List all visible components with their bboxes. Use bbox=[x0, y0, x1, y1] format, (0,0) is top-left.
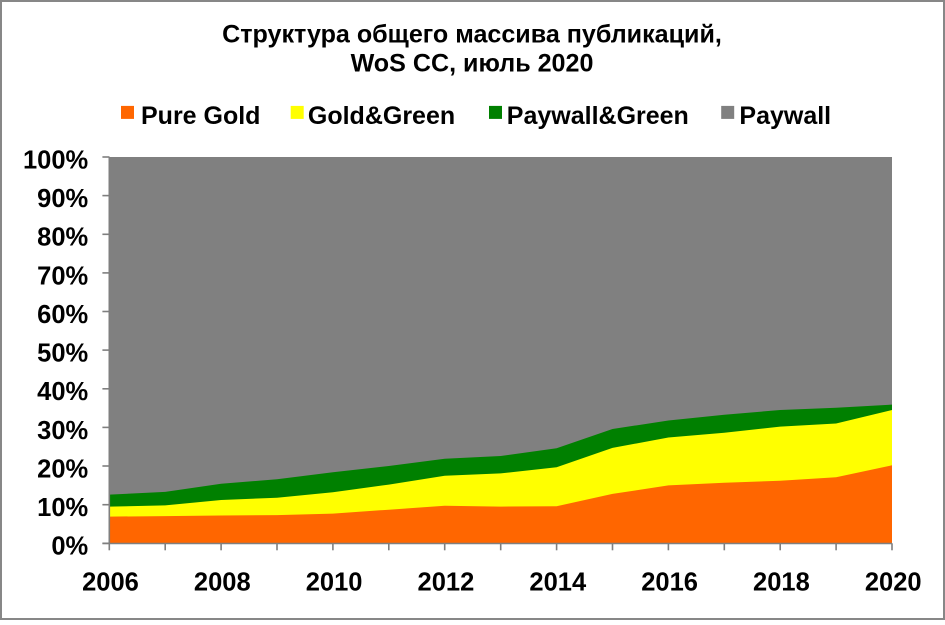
svg-text:Paywall: Paywall bbox=[739, 102, 831, 130]
svg-text:0%: 0% bbox=[51, 533, 88, 561]
svg-text:2010: 2010 bbox=[306, 569, 363, 597]
svg-text:30%: 30% bbox=[37, 417, 88, 445]
svg-text:2014: 2014 bbox=[529, 569, 587, 597]
svg-text:20%: 20% bbox=[37, 455, 88, 483]
svg-text:70%: 70% bbox=[37, 262, 88, 290]
svg-text:40%: 40% bbox=[37, 378, 88, 406]
svg-text:50%: 50% bbox=[37, 340, 88, 368]
svg-text:100%: 100% bbox=[23, 146, 88, 174]
svg-text:90%: 90% bbox=[37, 185, 88, 213]
svg-text:80%: 80% bbox=[37, 224, 88, 252]
svg-text:60%: 60% bbox=[37, 301, 88, 329]
svg-text:2006: 2006 bbox=[82, 569, 139, 597]
svg-text:WoS CC, июль 2020: WoS CC, июль 2020 bbox=[351, 49, 594, 77]
svg-text:10%: 10% bbox=[37, 494, 88, 522]
svg-text:Paywall&Green: Paywall&Green bbox=[507, 102, 689, 130]
svg-text:2016: 2016 bbox=[641, 569, 698, 597]
svg-text:Структура общего массива публи: Структура общего массива публикаций, bbox=[222, 20, 722, 48]
svg-text:2012: 2012 bbox=[418, 569, 475, 597]
svg-text:Gold&Green: Gold&Green bbox=[308, 102, 455, 130]
svg-text:2020: 2020 bbox=[865, 569, 922, 597]
svg-text:2008: 2008 bbox=[194, 569, 251, 597]
svg-text:Pure Gold: Pure Gold bbox=[141, 102, 260, 130]
svg-text:2018: 2018 bbox=[753, 569, 810, 597]
